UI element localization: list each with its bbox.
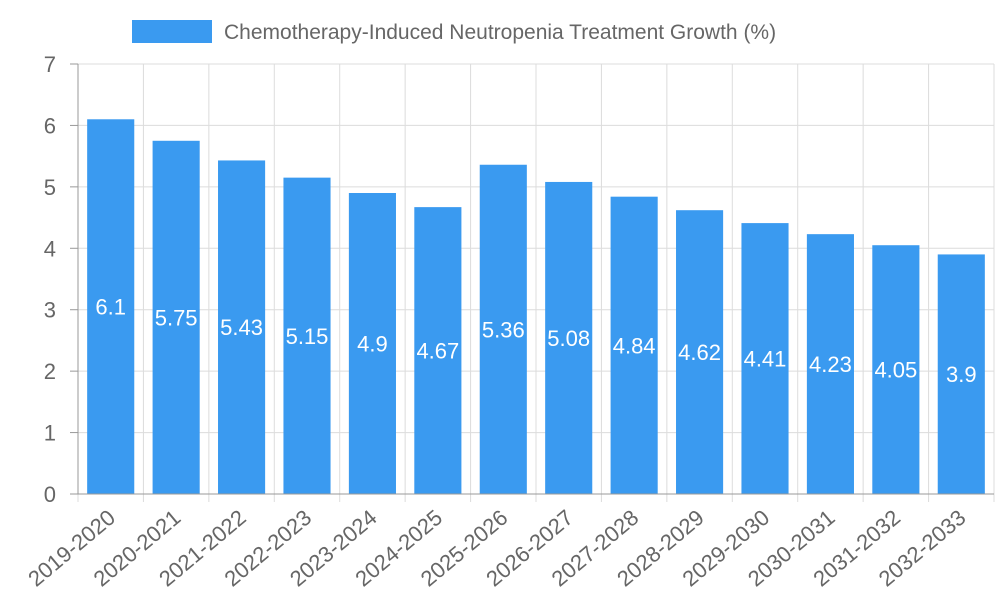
data-label: 4.9 xyxy=(357,332,388,357)
bar[interactable] xyxy=(218,160,266,494)
data-label: 5.15 xyxy=(286,324,329,349)
data-label: 6.1 xyxy=(95,295,126,320)
y-tick-label: 7 xyxy=(44,52,56,77)
bar[interactable] xyxy=(87,119,135,495)
y-tick-label: 0 xyxy=(44,482,56,507)
bar[interactable] xyxy=(283,177,331,494)
data-label: 5.75 xyxy=(155,305,198,330)
data-label: 4.23 xyxy=(809,352,852,377)
data-label: 4.84 xyxy=(613,333,656,358)
y-tick-label: 6 xyxy=(44,113,56,138)
bar[interactable] xyxy=(741,223,789,494)
bar[interactable] xyxy=(479,164,527,494)
data-label: 3.9 xyxy=(946,362,977,387)
y-tick-label: 4 xyxy=(44,236,56,261)
legend[interactable]: Chemotherapy-Induced Neutropenia Treatme… xyxy=(132,20,776,44)
data-label: 4.05 xyxy=(874,358,917,383)
bar[interactable] xyxy=(610,196,658,494)
data-label: 4.62 xyxy=(678,340,721,365)
legend-swatch xyxy=(132,20,212,43)
data-label: 5.36 xyxy=(482,317,525,342)
data-label: 4.67 xyxy=(416,339,459,364)
y-tick-label: 5 xyxy=(44,175,56,200)
data-label: 5.43 xyxy=(220,315,263,340)
axes xyxy=(70,63,994,495)
bar[interactable] xyxy=(872,245,920,494)
bar[interactable] xyxy=(152,140,200,495)
bars xyxy=(87,119,985,495)
bar[interactable] xyxy=(937,254,985,494)
y-tick-label: 3 xyxy=(44,298,56,323)
bar[interactable] xyxy=(348,193,396,494)
bar[interactable] xyxy=(676,210,724,494)
bar[interactable] xyxy=(545,181,593,494)
bar[interactable] xyxy=(806,234,854,494)
y-tick-label: 2 xyxy=(44,359,56,384)
grid xyxy=(77,63,995,502)
data-label: 4.41 xyxy=(744,347,787,372)
data-label: 5.08 xyxy=(547,326,590,351)
legend-label: Chemotherapy-Induced Neutropenia Treatme… xyxy=(224,21,776,44)
y-tick-label: 1 xyxy=(44,421,56,446)
bar[interactable] xyxy=(414,207,462,494)
